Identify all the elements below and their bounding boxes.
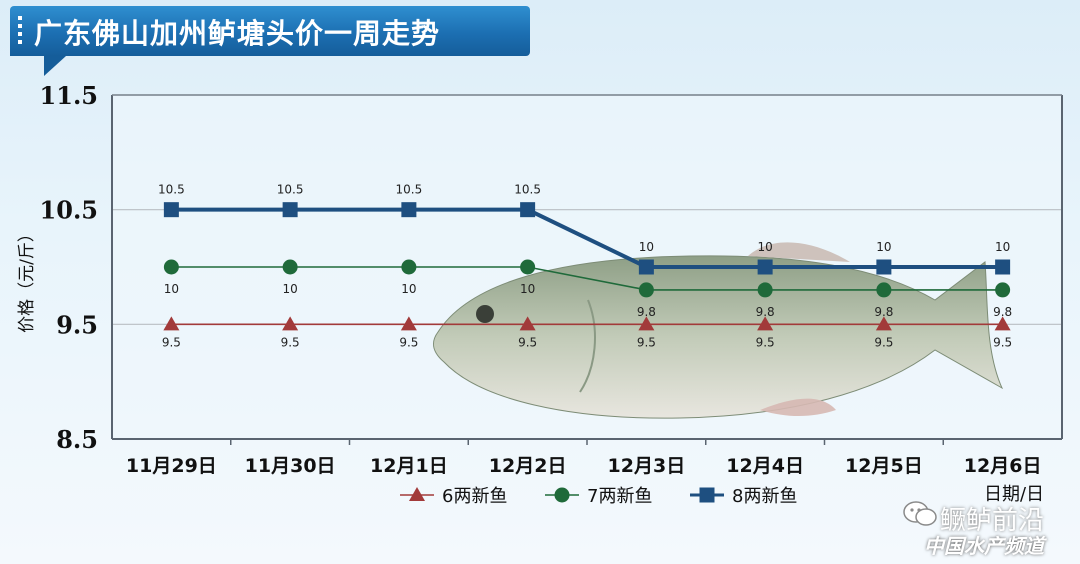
legend-marker <box>699 487 715 503</box>
data-point <box>638 316 655 331</box>
data-point <box>757 282 773 298</box>
y-axis-label: 价格（元/斤） <box>17 225 37 333</box>
y-tick-label: 10.5 <box>40 196 98 225</box>
banner-tail <box>44 56 66 76</box>
y-tick-label: 9.5 <box>56 310 98 339</box>
data-point <box>282 202 298 218</box>
data-point <box>638 282 654 298</box>
x-tick-label: 12月5日 <box>845 455 923 477</box>
data-point <box>876 259 892 275</box>
data-point <box>401 259 417 275</box>
data-label: 9.5 <box>518 335 537 349</box>
data-label: 9.5 <box>162 335 181 349</box>
data-point <box>401 202 417 218</box>
legend-marker <box>554 487 570 503</box>
data-label: 10 <box>520 282 535 296</box>
data-label: 9.8 <box>756 305 775 319</box>
data-point <box>163 202 179 218</box>
title-banner: 广东佛山加州鲈塘头价一周走势 <box>10 6 530 76</box>
series-line-3 <box>171 207 1003 269</box>
series-line-2 <box>171 266 1003 291</box>
data-point <box>519 316 536 331</box>
data-label: 10.5 <box>396 183 423 197</box>
fish-dorsal-fin <box>748 242 850 262</box>
data-point <box>282 316 299 331</box>
fish-belly-fin <box>760 398 836 416</box>
data-label: 10 <box>401 282 416 296</box>
banner-dots <box>18 16 22 46</box>
legend-label: 6两新鱼 <box>442 486 507 507</box>
data-label: 10 <box>876 240 891 254</box>
data-point <box>757 316 774 331</box>
legend-label: 7两新鱼 <box>587 486 652 507</box>
data-label: 10 <box>639 240 654 254</box>
data-point <box>995 282 1011 298</box>
watermark-name: 鳜鲈前沿 <box>939 506 1044 536</box>
data-label: 10.5 <box>277 183 304 197</box>
data-label: 10 <box>282 282 297 296</box>
data-point <box>400 316 417 331</box>
data-label: 9.5 <box>399 335 418 349</box>
data-point <box>875 316 892 331</box>
x-tick-label: 12月1日 <box>370 455 448 477</box>
data-label: 10.5 <box>514 183 541 197</box>
data-point <box>876 282 892 298</box>
data-point <box>994 316 1011 331</box>
data-label: 9.5 <box>993 335 1012 349</box>
data-point <box>757 259 773 275</box>
data-label: 9.5 <box>281 335 300 349</box>
data-label: 9.5 <box>756 335 775 349</box>
fish-illustration <box>433 242 1004 419</box>
data-point <box>282 259 298 275</box>
legend-marker <box>409 487 425 501</box>
watermark-sub: 中国水产频道 <box>924 534 1044 558</box>
data-point <box>163 259 179 275</box>
data-point <box>638 259 654 275</box>
data-point <box>995 259 1011 275</box>
x-tick-label: 12月4日 <box>726 455 804 477</box>
data-point <box>520 259 536 275</box>
data-label: 9.8 <box>637 305 656 319</box>
x-tick-label: 12月6日 <box>964 455 1042 477</box>
x-tick-label: 11月30日 <box>245 455 336 477</box>
data-label: 9.5 <box>637 335 656 349</box>
data-label: 9.8 <box>993 305 1012 319</box>
data-label: 9.5 <box>874 335 893 349</box>
data-point <box>163 316 180 331</box>
fish-gill-line <box>579 299 596 393</box>
x-tick-label: 11月29日 <box>126 455 217 477</box>
data-label: 10.5 <box>158 183 185 197</box>
data-label: 10 <box>995 240 1010 254</box>
data-label: 10 <box>757 240 772 254</box>
legend-label: 8两新鱼 <box>732 486 797 507</box>
x-axis-label: 日期/日 <box>984 484 1044 505</box>
data-label: 9.8 <box>874 305 893 319</box>
fish-eye <box>476 305 494 323</box>
wechat-icon <box>903 501 937 526</box>
data-label: 10 <box>164 282 179 296</box>
chart-title: 广东佛山加州鲈塘头价一周走势 <box>34 17 441 50</box>
data-point <box>520 202 536 218</box>
fish-body <box>433 255 1004 419</box>
x-tick-label: 12月3日 <box>608 455 686 477</box>
y-tick-label: 8.5 <box>56 425 98 454</box>
x-tick-label: 12月2日 <box>489 455 567 477</box>
y-tick-label: 11.5 <box>40 81 98 110</box>
